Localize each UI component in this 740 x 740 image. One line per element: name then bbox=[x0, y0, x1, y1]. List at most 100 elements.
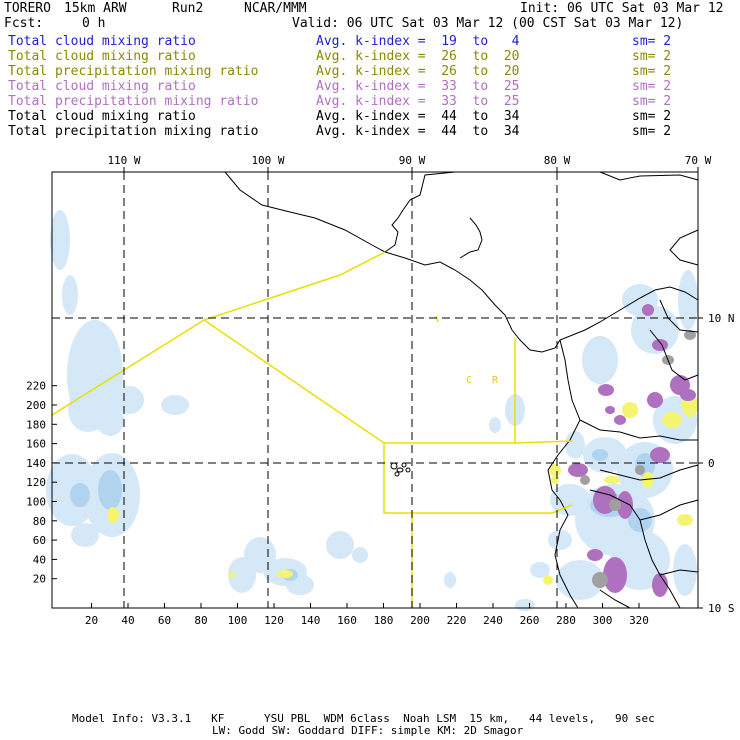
run-label: Run2 bbox=[172, 1, 204, 16]
cloud-core bbox=[98, 470, 122, 510]
y-tick-label: 80 bbox=[33, 515, 46, 528]
precip-yellow-area bbox=[622, 402, 638, 418]
precip-yellow-area bbox=[642, 472, 654, 488]
boundary-line bbox=[51, 251, 386, 416]
precip-gray-area bbox=[592, 572, 608, 588]
legend-field: Total cloud mixing ratio bbox=[8, 34, 196, 49]
cloud-area bbox=[565, 431, 585, 459]
lat-lon-grid bbox=[52, 172, 698, 608]
cloud-area bbox=[161, 395, 189, 415]
coastline-segment bbox=[659, 569, 699, 576]
precip-purple-area bbox=[603, 557, 627, 593]
x-tick-label: 320 bbox=[629, 614, 649, 627]
lon-label: 90 W bbox=[399, 154, 426, 167]
precip-yellow-area bbox=[551, 476, 559, 484]
x-tick-label: 40 bbox=[121, 614, 134, 627]
x-tick-label: 100 bbox=[228, 614, 248, 627]
legend-field: Total precipitation mixing ratio bbox=[8, 124, 259, 139]
legend-sm: sm= 2 bbox=[632, 79, 672, 94]
valid-time: Valid: 06 UTC Sat 03 Mar 12 (00 CST Sat … bbox=[292, 16, 684, 31]
precip-yellow-area bbox=[662, 412, 682, 428]
coastline-segment bbox=[459, 217, 483, 259]
cloud-area bbox=[62, 275, 78, 315]
coastline-segment bbox=[384, 251, 513, 331]
axis-labels: 20 40 60 80 100 120 140 160 180 200 220 240 260 280 30… bbox=[26, 154, 734, 627]
cloud-area bbox=[228, 557, 256, 593]
domain-boundary bbox=[51, 251, 573, 608]
x-tick-label: 180 bbox=[374, 614, 394, 627]
legend-field: Total precipitation mixing ratio bbox=[8, 64, 259, 79]
coastline-segment bbox=[599, 589, 631, 609]
x-tick-label: 280 bbox=[556, 614, 576, 627]
legend-field: Total cloud mixing ratio bbox=[8, 109, 196, 124]
legend-sm: sm= 2 bbox=[632, 34, 672, 49]
region-label-r: R bbox=[492, 375, 499, 386]
y-tick-label: 20 bbox=[33, 573, 46, 586]
island bbox=[394, 471, 400, 477]
cloud-area bbox=[530, 562, 550, 578]
x-tick-label: 220 bbox=[447, 614, 467, 627]
org-label: NCAR/MMM bbox=[244, 1, 307, 16]
cloud-area bbox=[96, 404, 124, 436]
lon-label: 110 W bbox=[107, 154, 140, 167]
cloud-area bbox=[582, 336, 618, 384]
precip-gray-area bbox=[635, 465, 645, 475]
precip-yellow-area bbox=[549, 464, 561, 476]
cloud-area bbox=[515, 599, 535, 611]
coastline-segment bbox=[599, 464, 699, 481]
legend-sm: sm= 2 bbox=[632, 109, 672, 124]
precip-purple-area bbox=[617, 491, 633, 519]
legend-sm: sm= 2 bbox=[632, 94, 672, 109]
cloud-core bbox=[70, 483, 90, 507]
x-tick-label: 20 bbox=[85, 614, 98, 627]
coastline-segment bbox=[384, 209, 404, 253]
legend-kindex: Avg. k-index = 26 to 20 bbox=[316, 49, 520, 64]
forecast-label: Fcst: bbox=[4, 16, 44, 31]
y-tick-label: 60 bbox=[33, 534, 46, 547]
lon-label: 80 W bbox=[544, 154, 571, 167]
lat-label: 0 bbox=[708, 457, 715, 470]
precip-purple-area bbox=[598, 384, 614, 396]
coastline-segment bbox=[659, 299, 699, 333]
y-tick-label: 120 bbox=[26, 476, 46, 489]
precip-purple-area bbox=[568, 463, 588, 477]
precip-gray-area bbox=[580, 475, 590, 485]
x-tick-label: 160 bbox=[337, 614, 357, 627]
legend-kindex: Avg. k-index = 44 to 34 bbox=[316, 109, 520, 124]
lon-label: 70 W bbox=[685, 154, 712, 167]
coastline-segment bbox=[224, 171, 386, 253]
x-tick-label: 260 bbox=[520, 614, 540, 627]
x-tick-label: 80 bbox=[194, 614, 207, 627]
model-info-line1: Model Info: V3.3.1 KF YSU PBL WDM 6class… bbox=[72, 712, 655, 725]
legend-field: Total cloud mixing ratio bbox=[8, 79, 196, 94]
precip-purple-area bbox=[587, 549, 603, 561]
coastline-segment bbox=[639, 499, 699, 521]
lat-label: 10 N bbox=[708, 312, 735, 325]
legend-sm: sm= 2 bbox=[632, 64, 672, 79]
precip-purple-area bbox=[614, 415, 626, 425]
y-tick-label: 220 bbox=[26, 380, 46, 393]
forecast-hour: 0 h bbox=[82, 16, 106, 31]
model-info-line2: LW: Godd SW: Goddard DIFF: simple KM: 2D… bbox=[212, 724, 524, 737]
coastline-segment bbox=[649, 329, 699, 381]
boundary-line bbox=[203, 319, 573, 514]
legend-field: Total precipitation mixing ratio bbox=[8, 94, 259, 109]
cloud-area bbox=[548, 530, 572, 550]
island bbox=[396, 467, 404, 473]
precip-gray-area bbox=[609, 499, 621, 511]
precip-yellow-area bbox=[604, 476, 620, 484]
init-time: Init: 06 UTC Sat 03 Mar 12 bbox=[520, 1, 724, 16]
legend-sm: sm= 2 bbox=[632, 49, 672, 64]
precip-purple-area bbox=[650, 447, 670, 463]
coastline-segment bbox=[589, 489, 681, 609]
island bbox=[401, 462, 407, 468]
legend-kindex: Avg. k-index = 33 to 25 bbox=[316, 94, 520, 109]
y-tick-label: 40 bbox=[33, 553, 46, 566]
coastline-segment bbox=[511, 286, 699, 353]
x-tick-label: 120 bbox=[264, 614, 284, 627]
precip-yellow-area bbox=[543, 575, 553, 585]
precip-yellow-area bbox=[229, 572, 235, 578]
precip-purple-area bbox=[642, 304, 654, 316]
y-tick-label: 140 bbox=[26, 457, 46, 470]
x-tick-label: 140 bbox=[301, 614, 321, 627]
